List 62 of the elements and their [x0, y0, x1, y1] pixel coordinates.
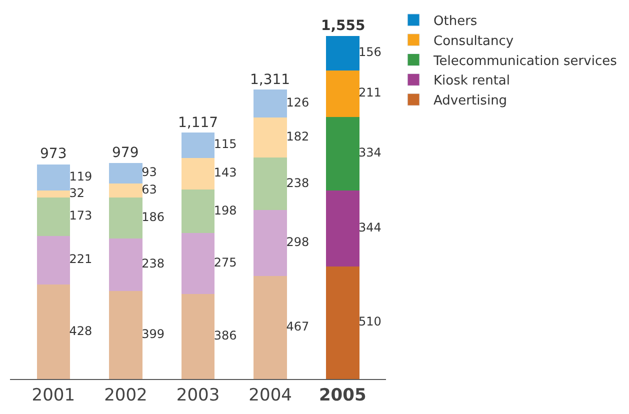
x-tick-label: 2001: [32, 385, 76, 406]
x-tick-label: 2005: [318, 385, 366, 406]
data-label: 156: [358, 45, 382, 60]
legend-label: Consultancy: [434, 34, 514, 49]
bar: [109, 238, 142, 291]
total-label: 979: [112, 145, 139, 161]
data-label: 428: [69, 324, 92, 338]
data-label: 275: [214, 255, 237, 270]
bar: [36, 164, 70, 191]
bar: [326, 190, 360, 266]
data-label: 182: [286, 130, 310, 144]
bar: [181, 233, 215, 294]
x-tick-label: 2004: [248, 385, 292, 406]
data-label: 173: [69, 208, 92, 223]
bar: [109, 184, 142, 198]
x-tick-label: 2003: [176, 385, 220, 406]
data-label: 467: [286, 319, 310, 334]
bar: [36, 236, 70, 285]
legend-label: Advertising: [434, 94, 508, 109]
bar: [254, 158, 287, 210]
data-label: 126: [286, 96, 310, 110]
total-label: 1,311: [250, 72, 290, 88]
legend-label: Telecommunication services: [432, 54, 618, 69]
bar: [326, 116, 360, 191]
legend-label: Kiosk rental: [434, 74, 510, 89]
bar: [36, 198, 70, 236]
bar: [181, 132, 215, 158]
total-label: 1,555: [321, 18, 366, 34]
bar: [254, 118, 287, 158]
data-label: 32: [69, 186, 85, 200]
data-label: 186: [142, 210, 165, 224]
total-label: 973: [40, 146, 67, 162]
bar: [109, 162, 142, 184]
data-label: 238: [142, 256, 165, 271]
bar: [326, 36, 360, 70]
data-label: 143: [214, 166, 237, 180]
data-label: 115: [214, 137, 237, 152]
data-label: 221: [69, 252, 92, 266]
bar: [109, 197, 142, 238]
data-label: 298: [286, 235, 310, 250]
data-label: 399: [142, 326, 165, 341]
bar: [254, 90, 287, 118]
data-label: 238: [286, 176, 310, 190]
bar: [181, 158, 215, 190]
bar: [36, 190, 70, 198]
bar: [254, 276, 287, 379]
data-label: 93: [142, 165, 157, 180]
data-label: 119: [69, 169, 92, 184]
bar: [181, 294, 215, 379]
data-label: 386: [214, 328, 237, 342]
bar: [36, 284, 70, 379]
x-tick-label: 2002: [104, 385, 148, 406]
data-label: 198: [214, 203, 237, 218]
bar: [109, 290, 142, 379]
bar: [181, 189, 215, 234]
bar: [326, 70, 360, 117]
bar: [326, 266, 360, 379]
bar: [254, 210, 287, 276]
data-label: 510: [358, 314, 382, 329]
total-label: 1,117: [178, 115, 218, 131]
legend-label: Others: [434, 14, 478, 30]
data-label: 63: [142, 182, 157, 196]
